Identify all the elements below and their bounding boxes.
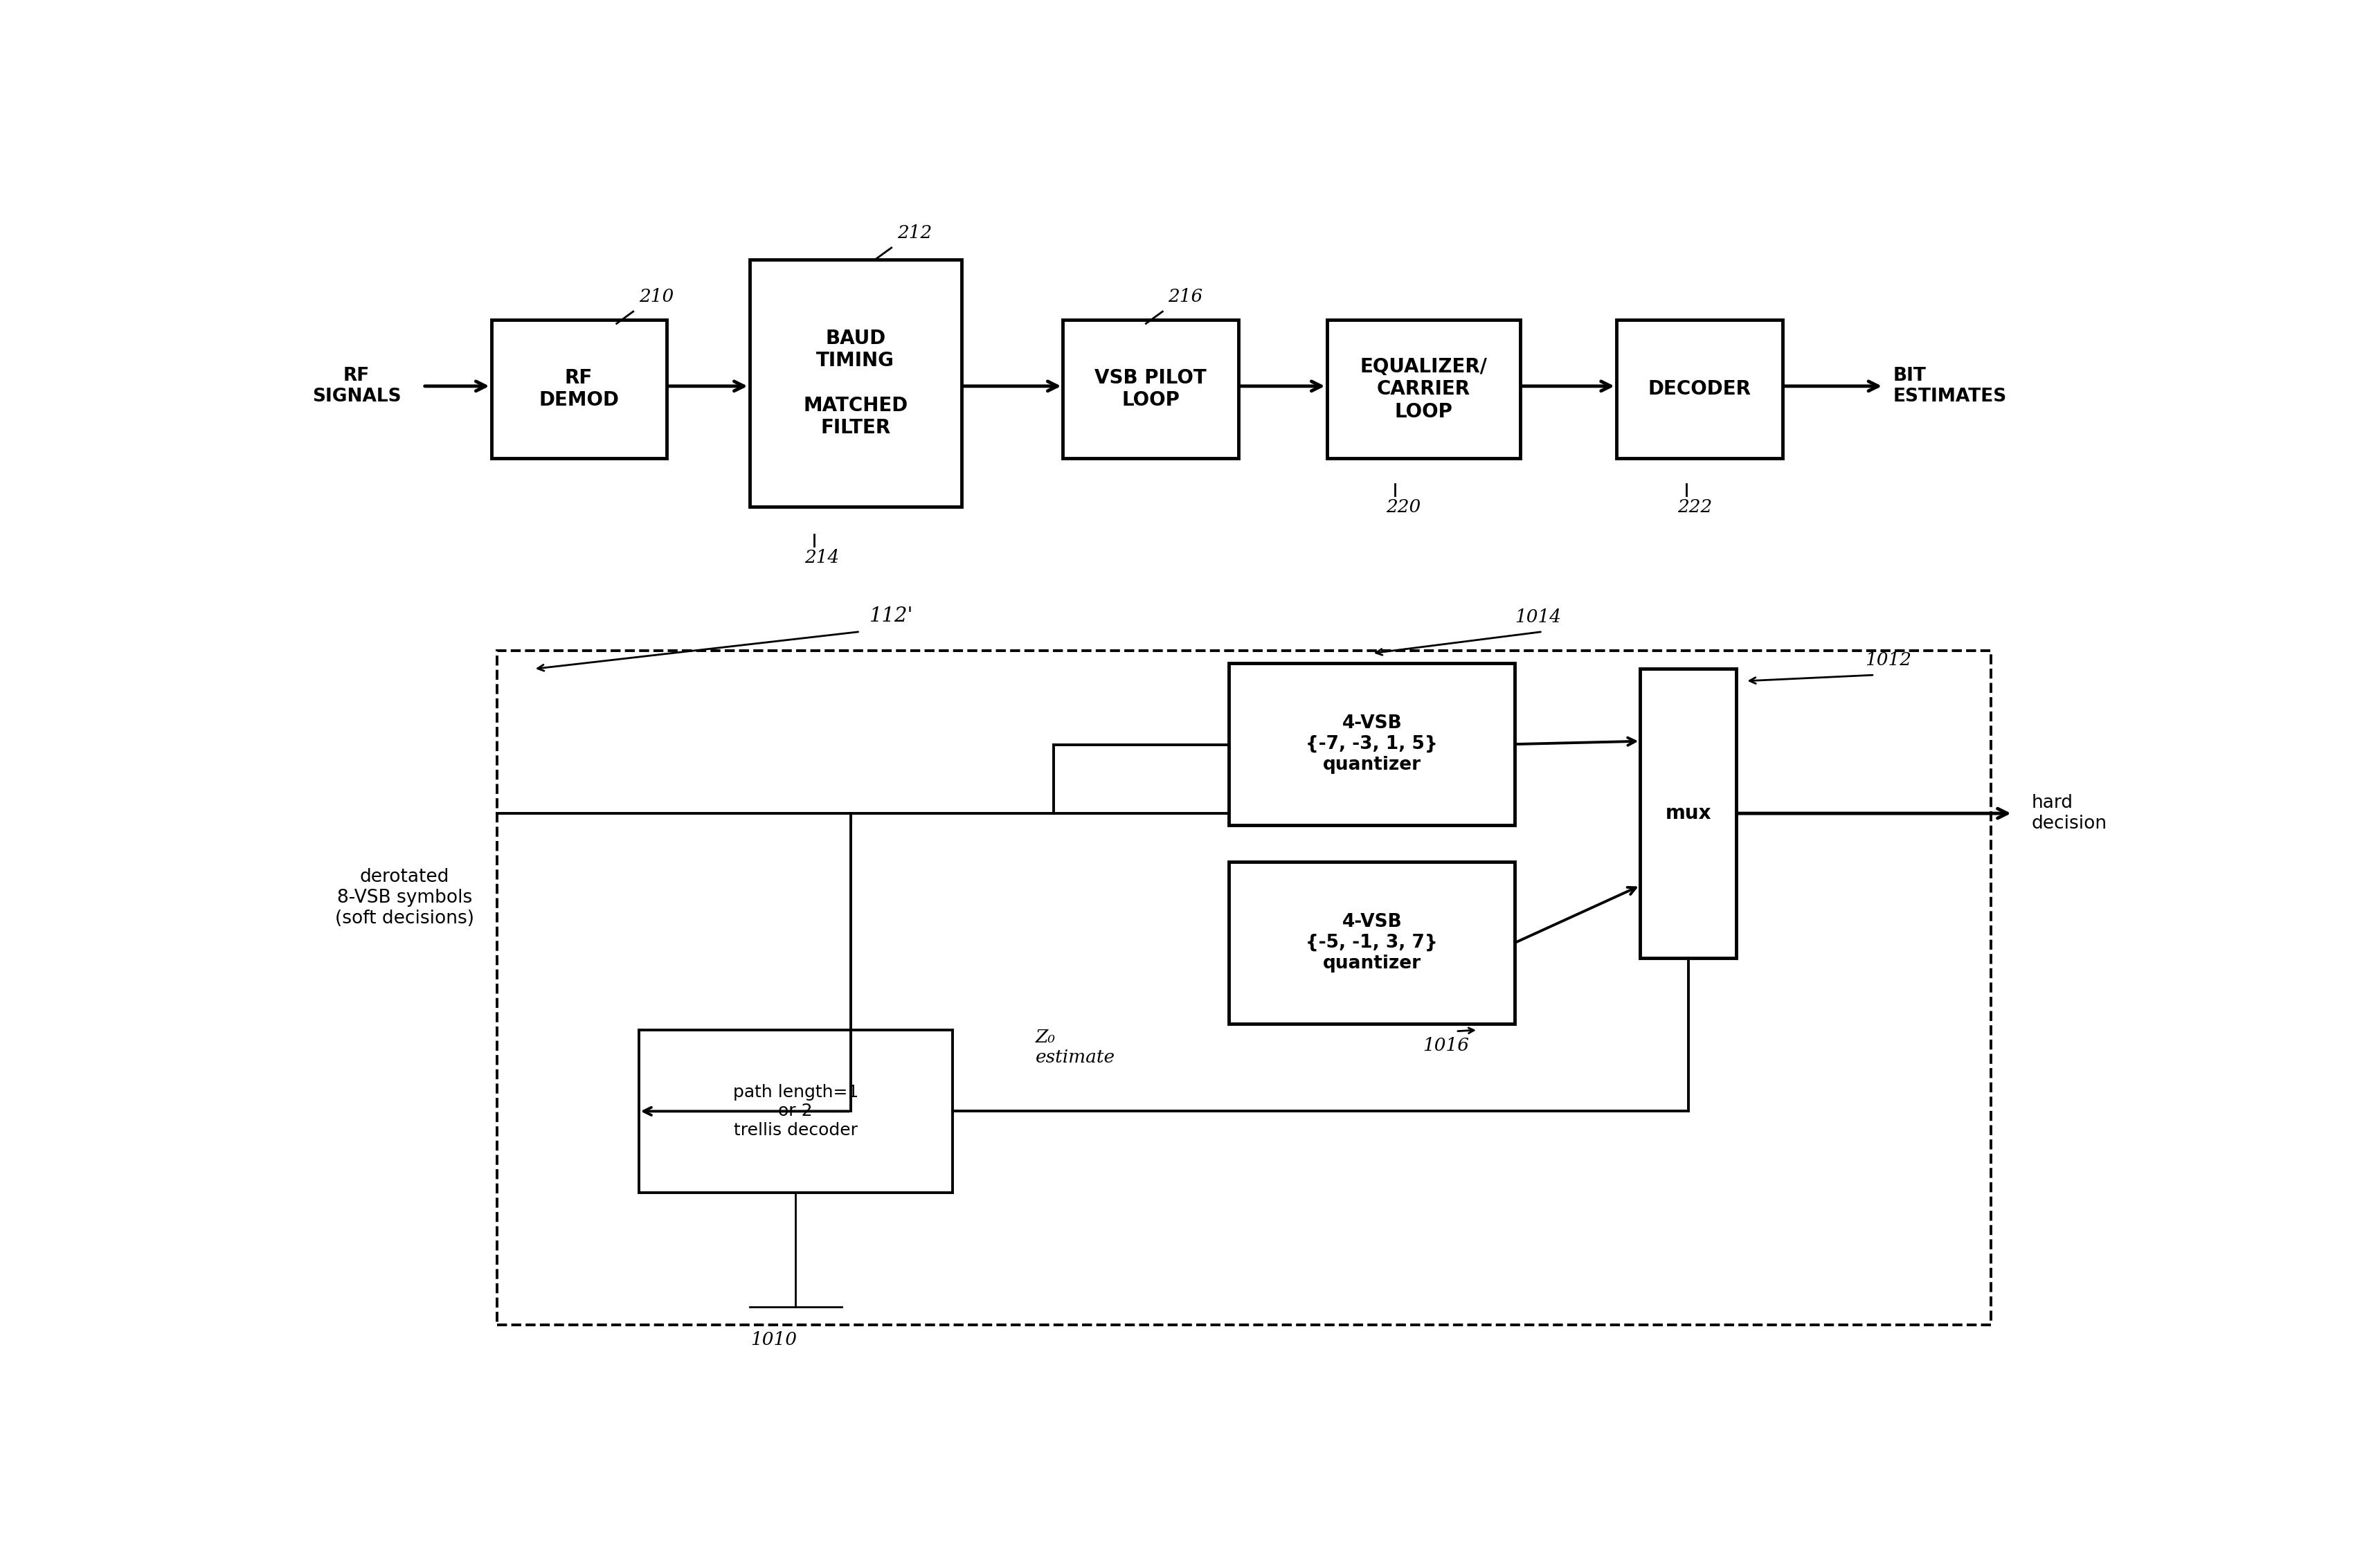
Text: 1014: 1014 — [1516, 608, 1561, 625]
Text: Z₀
estimate: Z₀ estimate — [1035, 1028, 1114, 1066]
Text: EQUALIZER/
CARRIER
LOOP: EQUALIZER/ CARRIER LOOP — [1359, 356, 1488, 422]
Text: 4-VSB
{-7, -3, 1, 5}
quantizer: 4-VSB {-7, -3, 1, 5} quantizer — [1307, 714, 1438, 774]
Text: 112': 112' — [869, 606, 914, 625]
Text: RF
SIGNALS: RF SIGNALS — [312, 367, 402, 405]
Text: 1012: 1012 — [1866, 652, 1911, 669]
Text: path length=1
or 2
trellis decoder: path length=1 or 2 trellis decoder — [733, 1083, 859, 1139]
Text: mux: mux — [1666, 803, 1711, 824]
Bar — [1326, 320, 1521, 458]
Text: BAUD
TIMING

MATCHED
FILTER: BAUD TIMING MATCHED FILTER — [802, 328, 907, 438]
Text: derotated
8-VSB symbols
(soft decisions): derotated 8-VSB symbols (soft decisions) — [336, 867, 474, 927]
Bar — [1640, 669, 1737, 958]
Text: 212: 212 — [897, 225, 931, 242]
Text: VSB PILOT
LOOP: VSB PILOT LOOP — [1095, 369, 1207, 410]
Bar — [750, 259, 962, 506]
Text: 4-VSB
{-5, -1, 3, 7}
quantizer: 4-VSB {-5, -1, 3, 7} quantizer — [1307, 913, 1438, 972]
Text: 1010: 1010 — [750, 1332, 797, 1349]
Text: 220: 220 — [1385, 499, 1421, 516]
Text: RF
DEMOD: RF DEMOD — [538, 369, 619, 410]
Text: 222: 222 — [1678, 499, 1711, 516]
Bar — [490, 320, 666, 458]
Bar — [1064, 320, 1238, 458]
Text: 216: 216 — [1169, 288, 1202, 305]
Text: 210: 210 — [638, 288, 674, 305]
Text: DECODER: DECODER — [1647, 380, 1752, 399]
Bar — [1228, 663, 1516, 825]
Text: 1016: 1016 — [1423, 1038, 1468, 1055]
Bar — [1616, 320, 1783, 458]
Text: hard
decision: hard decision — [2033, 794, 2106, 833]
Bar — [1228, 861, 1516, 1024]
Bar — [497, 650, 1990, 1325]
Text: 214: 214 — [804, 549, 840, 566]
Text: BIT
ESTIMATES: BIT ESTIMATES — [1892, 367, 2006, 405]
Bar — [638, 1030, 952, 1193]
